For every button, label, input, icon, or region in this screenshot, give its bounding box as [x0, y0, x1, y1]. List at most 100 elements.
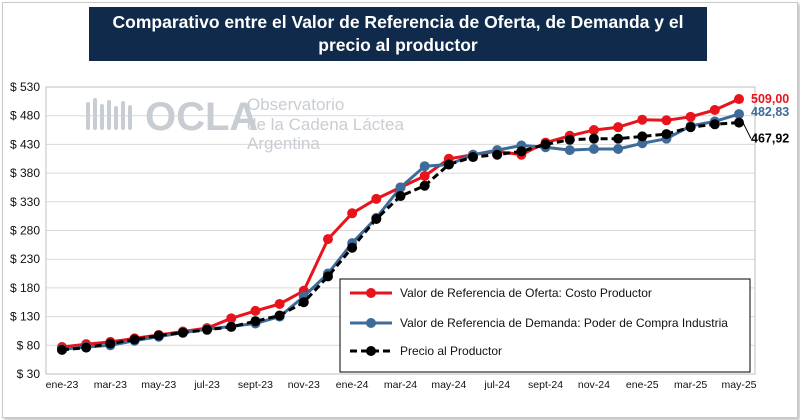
data-point: [419, 180, 430, 191]
data-point: [588, 133, 599, 144]
data-point: [661, 115, 672, 126]
y-tick-label: $ 280: [10, 224, 40, 238]
y-tick-label: $ 480: [10, 109, 40, 123]
data-point: [685, 111, 696, 122]
legend-label-demanda: Valor de Referencia de Demanda: Poder de…: [400, 316, 728, 330]
x-tick-label: may-24: [431, 379, 466, 391]
y-tick-label: $ 380: [10, 166, 40, 180]
data-point: [516, 146, 527, 157]
data-point: [709, 104, 720, 115]
data-point: [734, 109, 744, 120]
data-point: [347, 242, 358, 253]
y-tick-label: $ 230: [10, 252, 40, 266]
data-point: [540, 139, 551, 150]
y-axis-ticks: $ 30 $ 80 $ 130 $ 180 $ 230 $ 280 $ 330 $ 380 $ …: [10, 80, 40, 381]
ocla-watermark: OCLA Observatorio de la Cadena Láctea Ar…: [86, 95, 404, 153]
x-tick-label: sept-23: [238, 379, 273, 391]
legend-label-precio: Precio al Productor: [400, 344, 502, 358]
y-tick-label: $ 80: [17, 338, 41, 352]
x-tick-label: ene-25: [626, 379, 659, 391]
legend-marker-oferta: [366, 288, 376, 298]
data-point: [298, 297, 309, 308]
x-tick-label: mar-24: [384, 379, 417, 391]
watermark-line1: Observatorio: [247, 95, 344, 114]
data-point: [419, 170, 430, 181]
data-point: [250, 305, 261, 316]
series-2: [57, 117, 744, 355]
ocla-logo-icon: [86, 98, 132, 130]
x-tick-label: nov-24: [578, 379, 610, 391]
legend-marker-demanda: [366, 318, 376, 328]
data-point: [81, 342, 92, 353]
watermark-logo-text: OCLA: [145, 95, 258, 139]
data-point: [274, 298, 285, 309]
data-point: [129, 334, 140, 345]
x-axis-ticks: ene-23 mar-23 may-23 jul-23 sept-23 nov-23 ene…: [46, 379, 757, 391]
y-tick-label: $ 130: [10, 310, 40, 324]
data-point: [588, 125, 599, 136]
plot-area: [45, 86, 756, 375]
data-point: [322, 271, 333, 282]
end-value-label: 467,92: [751, 132, 789, 146]
x-tick-label: mar-25: [674, 379, 707, 391]
data-point: [492, 149, 503, 160]
data-point: [226, 313, 237, 324]
legend-box: [339, 278, 751, 373]
data-point: [419, 161, 430, 172]
legend-label-oferta: Valor de Referencia de Oferta: Costo Pro…: [400, 286, 652, 300]
data-point: [371, 214, 382, 225]
data-point: [734, 117, 744, 128]
x-tick-label: nov-23: [288, 379, 320, 391]
chart-title: Comparativo entre el Valor de Referencia…: [89, 7, 707, 61]
data-point: [637, 138, 648, 149]
data-point: [274, 310, 285, 321]
data-point: [637, 114, 648, 125]
end-value-label: 509,00: [751, 92, 789, 106]
data-point: [57, 344, 67, 355]
data-point: [637, 131, 648, 142]
data-point: [395, 182, 406, 193]
data-point: [105, 338, 116, 349]
y-tick-label: $ 30: [17, 367, 41, 381]
series-group: [57, 94, 744, 355]
data-point: [685, 122, 696, 133]
data-point: [371, 193, 382, 204]
x-tick-label: mar-23: [94, 379, 127, 391]
x-tick-label: sept-24: [528, 379, 563, 391]
data-point: [347, 208, 358, 219]
data-point: [588, 143, 599, 154]
data-point: [177, 327, 188, 338]
data-point: [734, 94, 744, 105]
data-point: [564, 145, 575, 156]
data-point: [250, 316, 261, 327]
data-point: [661, 129, 672, 140]
y-tick-label: $ 530: [10, 80, 40, 94]
data-point: [443, 159, 454, 170]
x-tick-label: jul-24: [483, 379, 510, 391]
end-label-connector: [742, 122, 752, 139]
data-point: [613, 133, 624, 144]
data-point: [564, 134, 575, 145]
data-point: [226, 321, 237, 332]
x-tick-label: may-23: [141, 379, 176, 391]
legend-marker-precio: [366, 346, 376, 356]
watermark-line2: de la Cadena Láctea: [247, 115, 404, 134]
data-point: [395, 191, 406, 202]
data-point: [709, 119, 720, 130]
y-tick-label: $ 330: [10, 195, 40, 209]
x-tick-label: jul-23: [193, 379, 220, 391]
data-point: [613, 143, 624, 154]
y-tick-label: $ 430: [10, 137, 40, 151]
data-point: [613, 122, 624, 133]
x-tick-label: ene-24: [336, 379, 369, 391]
x-tick-label: ene-23: [46, 379, 79, 391]
legend: Valor de Referencia de Oferta: Costo Pro…: [339, 278, 751, 373]
x-tick-label: may-25: [721, 379, 756, 391]
data-point: [468, 152, 479, 163]
y-tick-label: $ 180: [10, 281, 40, 295]
data-point: [202, 324, 213, 335]
end-value-label: 482,83: [751, 105, 789, 119]
watermark-line3: Argentina: [247, 134, 320, 153]
